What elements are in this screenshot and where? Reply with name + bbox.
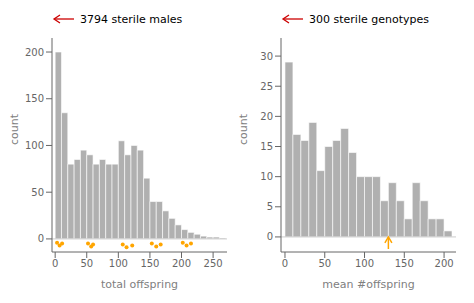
svg-text:30: 30 — [260, 51, 273, 62]
svg-text:20: 20 — [260, 111, 273, 122]
svg-text:0: 0 — [52, 258, 58, 269]
svg-text:10: 10 — [260, 171, 273, 182]
html-text:3794 sterile males: 3794 sterile males — [80, 12, 183, 26]
svg-text:50: 50 — [31, 187, 44, 198]
svg-text:0: 0 — [267, 231, 273, 242]
svg-text:15: 15 — [260, 141, 273, 152]
svg-text:count: count — [237, 113, 250, 145]
svg-text:200: 200 — [172, 258, 191, 269]
svg-text:150: 150 — [25, 93, 44, 104]
svg-text:total offspring: total offspring — [101, 278, 178, 291]
svg-text:mean #offspring: mean #offspring — [322, 278, 414, 291]
svg-text:250: 250 — [204, 258, 223, 269]
svg-text:100: 100 — [355, 258, 374, 269]
svg-text:150: 150 — [140, 258, 159, 269]
svg-text:0: 0 — [282, 258, 288, 269]
svg-text:50: 50 — [318, 258, 331, 269]
svg-text:150: 150 — [395, 258, 414, 269]
svg-text:200: 200 — [435, 258, 454, 269]
svg-text:25: 25 — [260, 81, 273, 92]
svg-text:100: 100 — [25, 140, 44, 151]
svg-text:100: 100 — [109, 258, 128, 269]
svg-text:count: count — [8, 113, 21, 145]
html-text:300 sterile genotypes: 300 sterile genotypes — [309, 12, 429, 26]
svg-text:200: 200 — [25, 47, 44, 58]
svg-text:5: 5 — [267, 201, 273, 212]
svg-text:50: 50 — [80, 258, 93, 269]
svg-text:0: 0 — [38, 233, 44, 244]
